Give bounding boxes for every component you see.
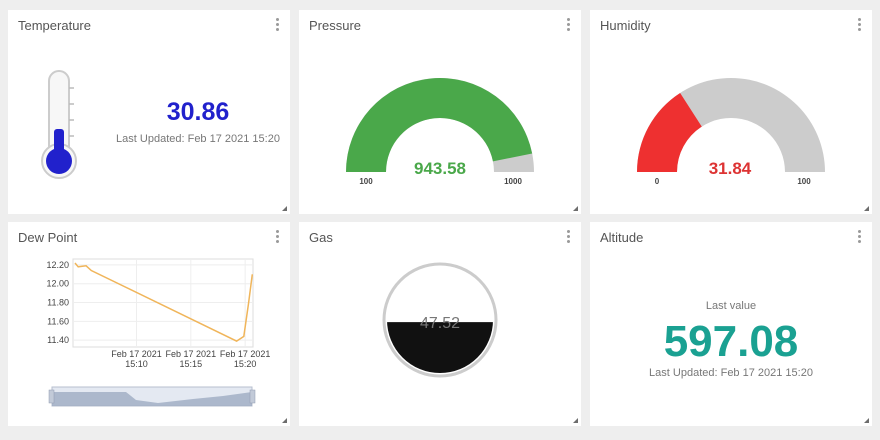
temperature-value: 30.86 [166,98,230,126]
resize-handle[interactable] [282,206,287,211]
gauge-fill [637,92,702,172]
y-tick-label: 12.20 [46,260,69,270]
thermometer-icon [41,70,77,179]
altitude-widget: Altitude Last value 597.08 Last Updated:… [590,222,872,426]
widget-title: Dew Point [18,230,78,245]
range-selector-area [52,392,252,406]
gauge-min-label: 0 [655,177,660,186]
y-tick-label: 11.80 [47,298,69,308]
resize-handle[interactable] [573,206,578,211]
dew-point-widget: Dew Point 12.20 12.00 11.80 11.60 11.40 Feb … [8,222,290,426]
gauge-value: 943.58 [414,159,466,178]
range-handle-left[interactable] [48,389,55,404]
x-tick-label: Feb 17 2021 15:10 [111,349,162,369]
pressure-widget: Pressure 943.58 100 1000 [299,10,581,214]
x-tick-label: Feb 17 2021 15:15 [166,349,217,369]
resize-handle[interactable] [864,206,869,211]
more-options-icon[interactable] [272,230,282,244]
more-options-icon[interactable] [854,18,864,32]
more-options-icon[interactable] [563,230,573,244]
gauge-fill [346,77,533,172]
altitude-value: 597.08 [663,317,799,366]
y-tick-label: 11.40 [47,335,69,345]
dew-point-chart[interactable]: 12.20 12.00 11.80 11.60 11.40 Feb 17 2021 15:… [8,222,290,426]
resize-handle[interactable] [864,418,869,423]
gauge-max-label: 1000 [504,177,522,186]
last-value-label: Last value [705,300,757,312]
gauge-value: 31.84 [709,159,752,178]
temperature-widget: Temperature 30.86 Last Updated: Feb 17 2… [8,10,290,214]
last-updated-text: Last Updated: Feb 17 2021 15:20 [116,133,280,145]
range-selector[interactable] [48,386,256,407]
last-updated-text: Last Updated: Feb 17 2021 15:20 [649,367,813,379]
humidity-widget: Humidity 31.84 0 100 [590,10,872,214]
y-tick-label: 11.60 [47,316,69,326]
gauge-min-label: 100 [359,177,373,186]
more-options-icon[interactable] [563,18,573,32]
y-tick-label: 12.00 [46,279,69,289]
gas-value: 47.52 [420,315,460,332]
gas-tank-gauge: 47.52 [382,262,498,378]
widget-title: Gas [309,230,333,245]
humidity-gauge: 31.84 0 100 [637,78,825,186]
gauge-max-label: 100 [797,177,811,186]
widget-title: Temperature [18,18,91,33]
gas-widget: Gas 47.52 [299,222,581,426]
resize-handle[interactable] [573,418,578,423]
series-line [74,262,254,342]
more-options-icon[interactable] [854,230,864,244]
widget-title: Humidity [600,18,651,33]
range-handle-right[interactable] [249,389,256,404]
widget-title: Pressure [309,18,362,33]
widget-title: Altitude [600,230,644,245]
resize-handle[interactable] [282,418,287,423]
more-options-icon[interactable] [272,18,282,32]
x-tick-label: Feb 17 2021 15:20 [220,349,271,369]
pressure-gauge: 943.58 100 1000 [346,77,534,186]
